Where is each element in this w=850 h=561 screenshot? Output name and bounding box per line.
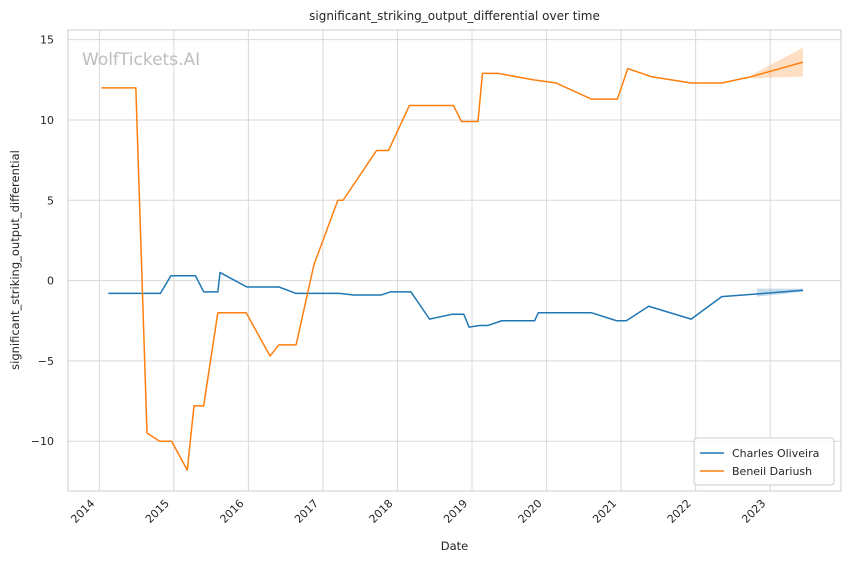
plot-border	[67, 29, 842, 492]
y-tick-label-0: 0	[47, 275, 54, 288]
y-tick-label-10: 10	[40, 114, 54, 127]
y-axis-ticks: −10 −5 0 5 10 15	[31, 34, 54, 449]
y-tick-label--10: −10	[31, 435, 54, 448]
y-tick-label-5: 5	[47, 194, 54, 207]
chart-title: significant_striking_output_differential…	[309, 9, 600, 23]
legend-box	[693, 437, 835, 486]
legend-label-charles-oliveira: Charles Oliveira	[732, 447, 819, 460]
y-tick-label--5: −5	[38, 355, 54, 368]
series-lines	[101, 61, 804, 471]
plot-spines	[67, 29, 842, 492]
y-axis-label: significant_striking_output_differential	[8, 150, 22, 370]
y-tick-label-15: 15	[40, 34, 54, 47]
legend-label-beneil-dariush: Beneil Dariush	[732, 465, 812, 478]
series-line-charles-oliveira	[108, 271, 804, 328]
series-line-beneil-dariush	[101, 61, 804, 471]
confidence-band-beneil-dariush	[751, 47, 803, 79]
legend: Charles Oliveira Beneil Dariush	[693, 437, 835, 486]
x-axis-label: Date	[441, 539, 469, 553]
plot-area	[68, 30, 841, 491]
watermark: WolfTickets.AI	[82, 50, 200, 70]
